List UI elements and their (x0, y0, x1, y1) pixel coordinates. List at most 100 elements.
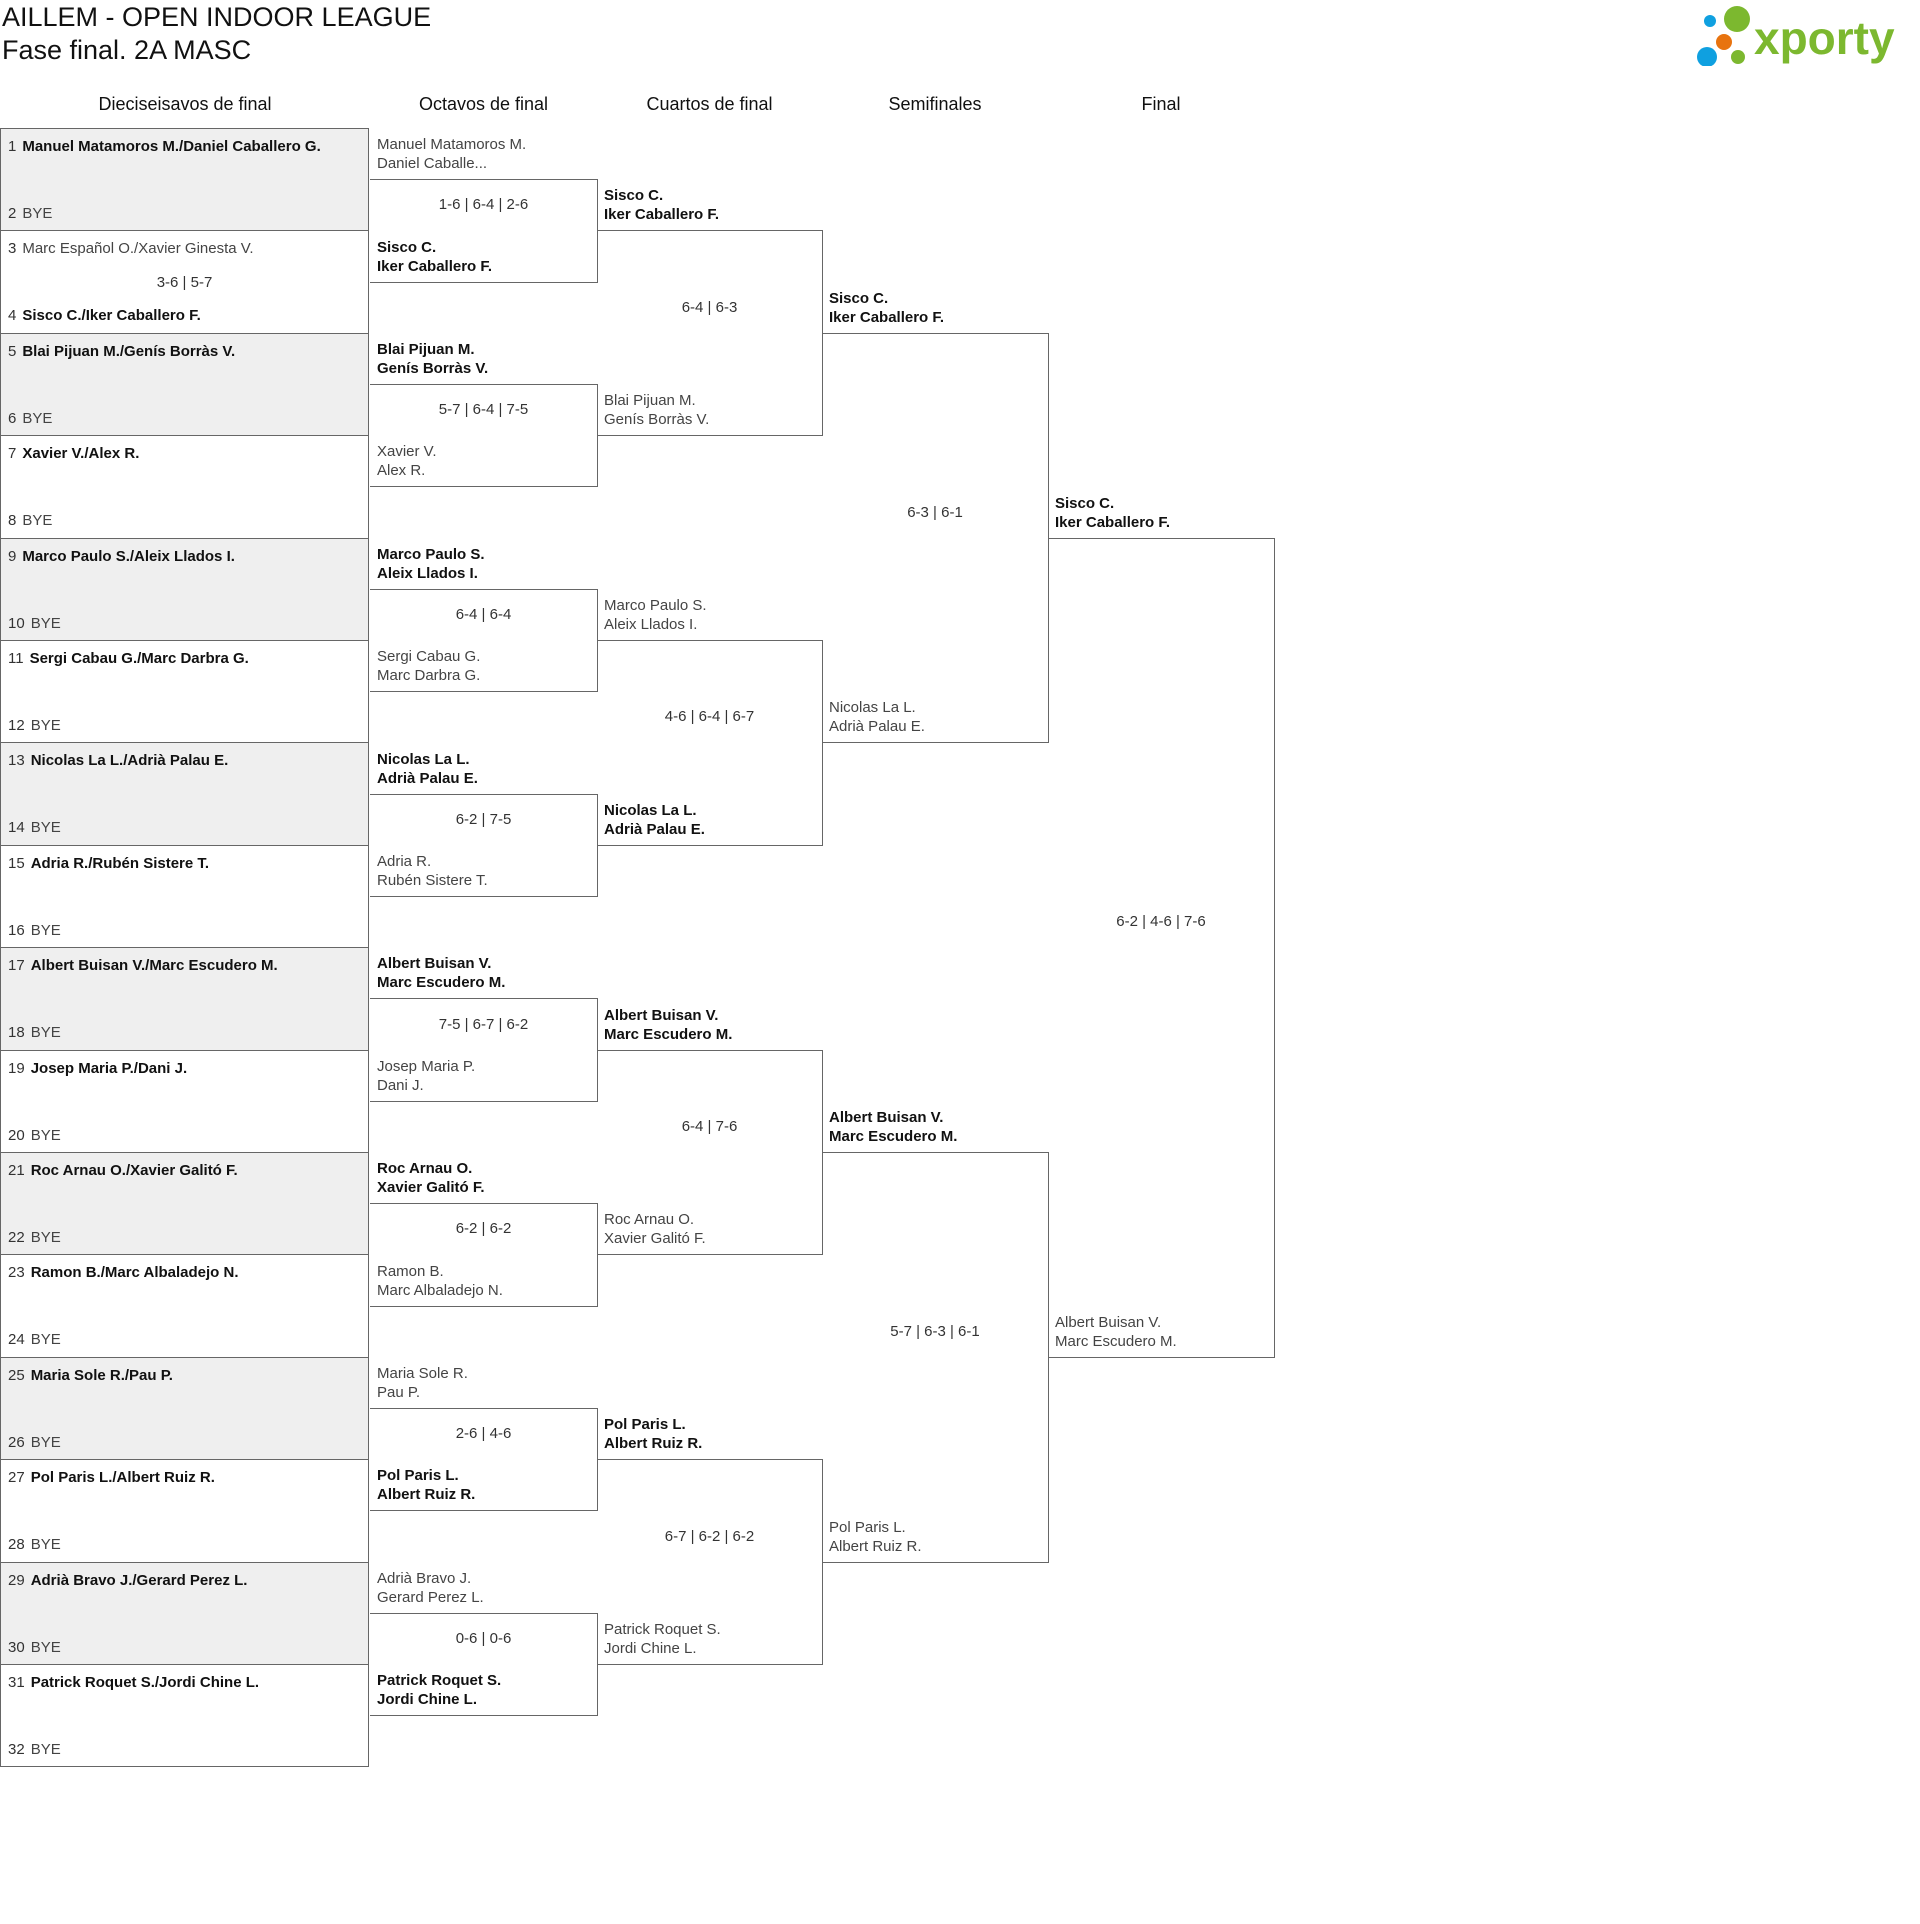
team-entry[interactable]: Josep Maria P. Dani J. (377, 1057, 475, 1095)
team-slot[interactable]: 25 Maria Sole R./Pau P. (8, 1366, 173, 1385)
team-slot[interactable]: 3 Marc Español O./Xavier Ginesta V. (8, 239, 254, 258)
player-name: Sisco C. (829, 289, 889, 307)
team-entry[interactable]: Sisco C. Iker Caballero F. (604, 186, 719, 224)
team-name: Marc Español O./Xavier Ginesta V. (22, 240, 254, 258)
player-name: Marc Escudero M. (604, 1025, 733, 1043)
team-slot[interactable]: 31 Patrick Roquet S./Jordi Chine L. (8, 1673, 259, 1692)
team-entry[interactable]: Albert Buisan V. Marc Escudero M. (377, 954, 505, 992)
team-slot[interactable]: 8 BYE (8, 511, 52, 530)
seed-number: 4 (8, 307, 17, 325)
team-entry[interactable]: Blai Pijuan M. Genís Borràs V. (377, 340, 488, 378)
seed-number: 19 (8, 1059, 25, 1077)
player-name: Blai Pijuan M. (377, 341, 475, 358)
match-connector (822, 332, 1049, 744)
team-entry[interactable]: Albert Buisan V. Marc Escudero M. (604, 1006, 732, 1044)
player-name: Sergi Cabau G. (377, 648, 481, 666)
first-round-match: 11 Sergi Cabau G./Marc Darbra G. 12 BYE (0, 640, 369, 743)
player-name: Albert Ruiz R. (604, 1435, 703, 1453)
team-slot[interactable]: 20 BYE (8, 1126, 61, 1145)
team-entry[interactable]: Albert Buisan V. Marc Escudero M. (1055, 1313, 1177, 1351)
team-name: Sergi Cabau G./Marc Darbra G. (29, 650, 249, 667)
team-entry[interactable]: Pol Paris L. Albert Ruiz R. (377, 1466, 475, 1504)
team-slot[interactable]: 18 BYE (8, 1023, 61, 1042)
team-slot[interactable]: 7 Xavier V./Alex R. (8, 444, 139, 463)
player-name: Josep Maria P. (377, 1057, 476, 1075)
player-name: Pol Paris L. (829, 1518, 906, 1536)
player-name: Jordi Chine L. (604, 1640, 697, 1657)
team-slot[interactable]: 21 Roc Arnau O./Xavier Galitó F. (8, 1161, 238, 1180)
team-entry[interactable]: Sisco C. Iker Caballero F. (377, 238, 492, 276)
team-slot[interactable]: 32 BYE (8, 1740, 61, 1759)
team-slot[interactable]: 30 BYE (8, 1638, 61, 1657)
page-title: AILLEM - OPEN INDOOR LEAGUE (2, 2, 432, 32)
team-slot[interactable]: 16 BYE (8, 921, 61, 940)
team-slot[interactable]: 12 BYE (8, 716, 61, 735)
team-entry[interactable]: Sergi Cabau G. Marc Darbra G. (377, 647, 480, 685)
first-round-match: 29 Adrià Bravo J./Gerard Perez L. 30 BYE (0, 1561, 369, 1664)
team-name: BYE (30, 614, 61, 632)
team-slot[interactable]: 22 BYE (8, 1228, 61, 1247)
team-slot[interactable]: 23 Ramon B./Marc Albaladejo N. (8, 1263, 239, 1282)
match-score: 5-7 | 6-4 | 7-5 (438, 401, 529, 419)
team-entry[interactable]: Blai Pijuan M. Genís Borràs V. (604, 391, 709, 429)
team-slot[interactable]: 9 Marco Paulo S./Aleix Llados I. (8, 547, 235, 566)
seed-number: 11 (8, 650, 24, 667)
team-slot[interactable]: 14 BYE (8, 818, 61, 837)
team-slot[interactable]: 1 Manuel Matamoros M./Daniel Caballero G. (8, 137, 321, 156)
player-name: Marc Darbra G. (377, 667, 481, 685)
round-header: Final (1141, 94, 1181, 114)
team-entry[interactable]: Maria Sole R. Pau P. (377, 1364, 468, 1402)
seed-number: 32 (8, 1741, 25, 1758)
team-slot[interactable]: 19 Josep Maria P./Dani J. (8, 1059, 187, 1078)
team-slot[interactable]: 6 BYE (8, 409, 52, 428)
team-slot[interactable]: 13 Nicolas La L./Adrià Palau E. (8, 751, 228, 770)
team-slot[interactable]: 5 Blai Pijuan M./Genís Borràs V. (8, 342, 235, 361)
team-slot[interactable]: 28 BYE (8, 1535, 61, 1554)
player-name: Marc Escudero M. (1055, 1332, 1177, 1350)
match-score: 6-2 | 7-5 (455, 810, 512, 828)
team-entry[interactable]: Patrick Roquet S. Jordi Chine L. (377, 1671, 501, 1709)
team-slot[interactable]: 4 Sisco C./Iker Caballero F. (8, 306, 201, 325)
team-entry[interactable]: Roc Arnau O. Xavier Galitó F. (377, 1159, 485, 1197)
team-entry[interactable]: Adria R. Rubén Sistere T. (377, 852, 488, 890)
team-entry[interactable]: Nicolas La L. Adrià Palau E. (604, 801, 705, 839)
player-name: Adrià Bravo J. (377, 1569, 472, 1587)
team-entry[interactable]: Xavier V. Alex R. (377, 442, 436, 480)
team-name: BYE (30, 1741, 61, 1758)
player-name: Roc Arnau O. (604, 1211, 695, 1229)
team-entry[interactable]: Manuel Matamoros M. Daniel Caballe... (377, 135, 526, 173)
team-entry[interactable]: Marco Paulo S. Aleix Llados I. (604, 596, 707, 634)
team-slot[interactable]: 17 Albert Buisan V./Marc Escudero M. (8, 956, 278, 975)
player-name: Albert Buisan V. (829, 1109, 944, 1126)
seed-number: 27 (8, 1469, 25, 1487)
team-name: BYE (30, 1024, 61, 1042)
team-slot[interactable]: 24 BYE (8, 1330, 61, 1349)
team-slot[interactable]: 2 BYE (8, 204, 52, 223)
team-name: Sisco C./Iker Caballero F. (22, 307, 201, 325)
team-name: Patrick Roquet S./Jordi Chine L. (30, 1674, 260, 1691)
team-slot[interactable]: 29 Adrià Bravo J./Gerard Perez L. (8, 1571, 247, 1590)
team-entry[interactable]: Patrick Roquet S. Jordi Chine L. (604, 1620, 721, 1658)
seed-number: 2 (8, 205, 17, 222)
team-entry[interactable]: Roc Arnau O. Xavier Galitó F. (604, 1210, 706, 1248)
team-entry[interactable]: Nicolas La L. Adrià Palau E. (377, 750, 478, 788)
team-entry[interactable]: Marco Paulo S. Aleix Llados I. (377, 545, 485, 583)
team-name: BYE (30, 1331, 61, 1349)
team-entry[interactable]: Nicolas La L. Adrià Palau E. (829, 698, 925, 736)
team-entry[interactable]: Albert Buisan V. Marc Escudero M. (829, 1108, 957, 1146)
team-entry[interactable]: Sisco C. Iker Caballero F. (1055, 494, 1170, 532)
seed-number: 24 (8, 1331, 25, 1349)
team-slot[interactable]: 27 Pol Paris L./Albert Ruiz R. (8, 1468, 215, 1487)
team-entry[interactable]: Ramon B. Marc Albaladejo N. (377, 1262, 503, 1300)
team-entry[interactable]: Pol Paris L. Albert Ruiz R. (604, 1415, 702, 1453)
team-slot[interactable]: 10 BYE (8, 614, 61, 633)
seed-number: 23 (8, 1264, 25, 1282)
team-entry[interactable]: Sisco C. Iker Caballero F. (829, 289, 944, 327)
seed-number: 29 (8, 1571, 25, 1589)
team-slot[interactable]: 11 Sergi Cabau G./Marc Darbra G. (8, 649, 249, 668)
team-slot[interactable]: 15 Adria R./Rubén Sistere T. (8, 854, 209, 873)
first-round-match: 27 Pol Paris L./Albert Ruiz R. 28 BYE (0, 1459, 369, 1562)
team-slot[interactable]: 26 BYE (8, 1433, 61, 1452)
team-entry[interactable]: Adrià Bravo J. Gerard Perez L. (377, 1569, 484, 1607)
team-entry[interactable]: Pol Paris L. Albert Ruiz R. (829, 1518, 922, 1556)
